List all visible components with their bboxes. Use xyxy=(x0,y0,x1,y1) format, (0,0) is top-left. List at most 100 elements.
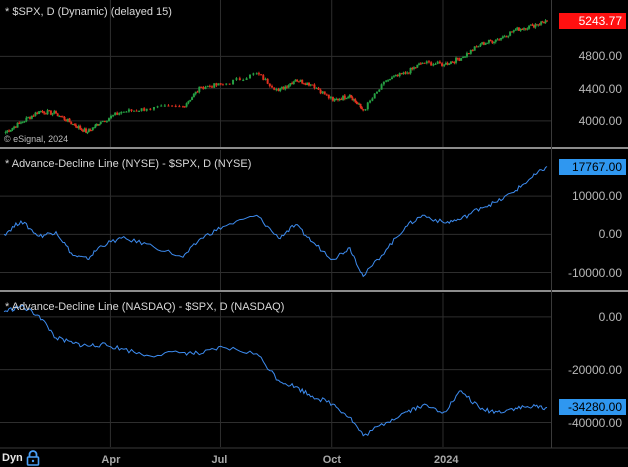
candle-down xyxy=(521,28,524,30)
candle-up xyxy=(443,64,446,66)
candle-up xyxy=(455,57,458,63)
candle-down xyxy=(221,84,224,86)
candle-down xyxy=(103,120,106,122)
candle-down xyxy=(396,74,399,76)
candle-down xyxy=(498,39,501,41)
candle-up xyxy=(185,103,188,107)
candle-up xyxy=(77,126,80,129)
candle-up xyxy=(392,76,395,78)
lock-icon[interactable] xyxy=(26,450,40,466)
candle-up xyxy=(382,81,385,85)
candle-down xyxy=(541,21,544,23)
candle-down xyxy=(467,53,470,55)
candle-up xyxy=(39,111,42,113)
candle-down xyxy=(354,99,357,102)
candle-up xyxy=(120,111,123,114)
candle-up xyxy=(294,79,297,82)
candle-down xyxy=(285,86,288,88)
candle-down xyxy=(174,105,177,107)
candle-up xyxy=(98,123,101,126)
candle-down xyxy=(505,36,508,38)
candle-down xyxy=(307,82,310,86)
candle-up xyxy=(9,129,12,132)
candle-up xyxy=(299,79,302,82)
candle-down xyxy=(260,74,263,76)
candle-down xyxy=(65,119,68,122)
candle-down xyxy=(531,24,534,26)
candle-up xyxy=(225,83,228,85)
last-value-tag: -34280.00 xyxy=(559,399,626,416)
candle-up xyxy=(255,73,258,75)
candle-up xyxy=(112,115,115,117)
candle-down xyxy=(18,122,21,124)
x-tick-label: 2024 xyxy=(433,454,459,466)
candle-down xyxy=(325,94,328,96)
candle-up xyxy=(242,80,245,82)
candle-up xyxy=(479,44,482,47)
candle-up xyxy=(309,84,312,86)
candle-up xyxy=(512,30,515,32)
candle-down xyxy=(296,79,299,82)
candle-down xyxy=(36,112,39,114)
candle-up xyxy=(206,85,209,88)
candle-up xyxy=(519,28,522,31)
candle-down xyxy=(55,111,58,114)
candle-down xyxy=(171,105,174,107)
candle-up xyxy=(280,87,283,89)
candle-down xyxy=(400,73,403,75)
candle-up xyxy=(486,42,489,44)
candle-up xyxy=(514,29,517,31)
candle-up xyxy=(418,63,421,65)
candle-up xyxy=(248,74,251,79)
y-tick-label: 0.00 xyxy=(598,227,622,242)
candle-up xyxy=(436,61,439,64)
candle-up xyxy=(416,64,419,68)
candle-up xyxy=(191,97,194,100)
candle-up xyxy=(494,39,497,42)
candle-down xyxy=(130,109,133,111)
candle-up xyxy=(189,99,192,102)
candle-up xyxy=(333,99,336,101)
candle-down xyxy=(351,97,354,101)
candle-down xyxy=(167,105,170,107)
candle-up xyxy=(432,64,435,66)
candle-up xyxy=(529,24,532,26)
candle-down xyxy=(79,126,82,129)
candle-down xyxy=(491,41,494,43)
candle-down xyxy=(313,84,316,89)
candle-up xyxy=(509,31,512,36)
candle-down xyxy=(149,108,152,110)
candle-down xyxy=(97,124,100,126)
candle-up xyxy=(93,127,96,129)
candle-down xyxy=(355,101,358,104)
candle-down xyxy=(458,59,461,61)
candle-up xyxy=(321,91,324,94)
candle-down xyxy=(538,24,541,26)
candle-up xyxy=(465,53,468,57)
candle-down xyxy=(116,112,119,115)
candle-up xyxy=(114,112,117,116)
dynamic-mode-label[interactable]: Dyn xyxy=(2,452,23,464)
candle-down xyxy=(340,99,343,101)
candle-down xyxy=(524,28,527,30)
y-tick-label: -40000.00 xyxy=(567,415,622,430)
candle-up xyxy=(348,95,351,98)
candle-up xyxy=(528,25,531,29)
candle-up xyxy=(315,87,318,89)
candle-up xyxy=(375,91,378,94)
last-value-tag: 5243.77 xyxy=(559,12,626,29)
candle-up xyxy=(487,40,490,43)
candle-down xyxy=(359,103,362,108)
candle-up xyxy=(526,28,529,30)
candle-down xyxy=(73,124,76,126)
candle-up xyxy=(101,120,104,122)
candle-up xyxy=(122,111,125,113)
candle-up xyxy=(19,122,22,124)
candle-up xyxy=(493,41,496,43)
candle-up xyxy=(66,118,69,122)
candle-down xyxy=(257,73,260,75)
candle-up xyxy=(364,109,367,111)
candle-down xyxy=(510,31,513,33)
